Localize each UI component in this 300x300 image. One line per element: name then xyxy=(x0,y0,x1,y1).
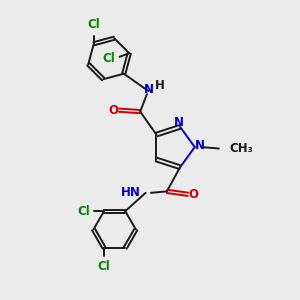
Text: Cl: Cl xyxy=(77,205,90,218)
Text: Cl: Cl xyxy=(87,18,100,32)
Text: HN: HN xyxy=(121,186,140,199)
Text: O: O xyxy=(109,104,119,117)
Text: O: O xyxy=(188,188,198,201)
Text: H: H xyxy=(155,79,165,92)
Text: Cl: Cl xyxy=(98,260,110,273)
Text: N: N xyxy=(195,139,205,152)
Text: N: N xyxy=(143,83,154,96)
Text: CH₃: CH₃ xyxy=(230,142,253,155)
Text: Cl: Cl xyxy=(102,52,115,65)
Text: N: N xyxy=(174,116,184,129)
